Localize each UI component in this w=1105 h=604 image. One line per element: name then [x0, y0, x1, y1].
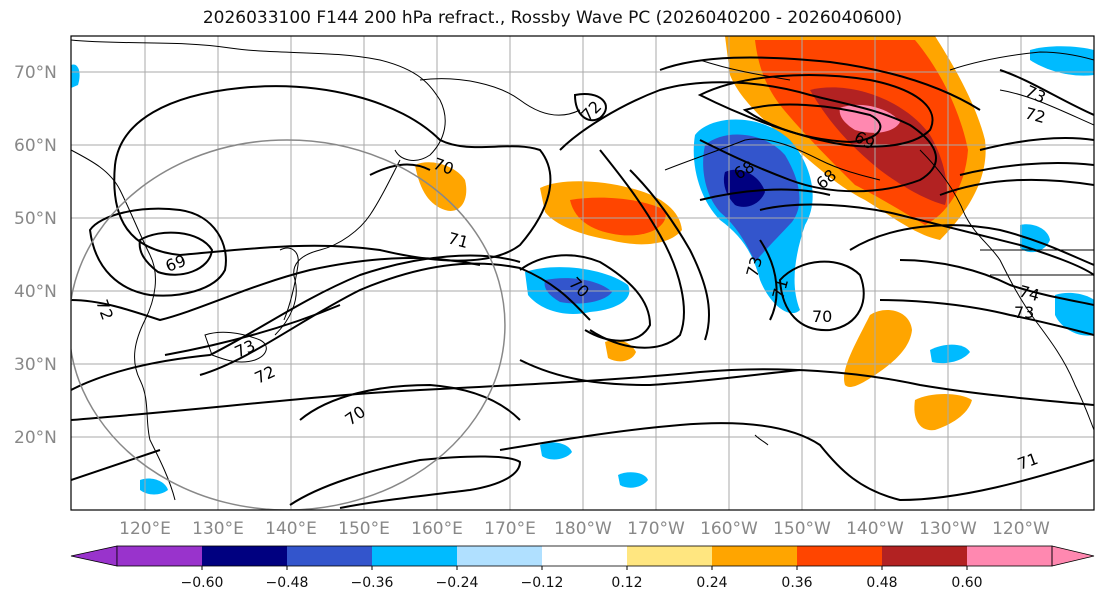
colorbar-bin — [202, 546, 287, 566]
lat-label: 50°N — [14, 209, 57, 229]
lon-label: 130°W — [919, 519, 977, 539]
lat-label: 20°N — [14, 428, 57, 448]
colorbar-bin — [457, 546, 542, 566]
contour-label: 71 — [769, 276, 793, 301]
lon-label: 120°E — [119, 519, 171, 539]
lon-label: 160°W — [700, 519, 758, 539]
colorbar-bin — [627, 546, 712, 566]
colorbar-bin — [542, 546, 627, 566]
longitude-labels: 120°E 130°E 140°E 150°E 160°E 170°E 180°… — [119, 519, 1050, 539]
lon-label: 140°W — [846, 519, 904, 539]
colorbar-tick-label: 0.48 — [866, 575, 897, 591]
contour-label: 70 — [812, 307, 832, 326]
lon-label: 170°W — [627, 519, 685, 539]
map-title: 2026033100 F144 200 hPa refract., Rossby… — [202, 8, 903, 28]
colorbar-bin — [372, 546, 457, 566]
colorbar-extend-high — [1051, 545, 1095, 567]
contour-label: 72 — [1023, 104, 1048, 128]
shading-layer — [71, 36, 1094, 495]
refractivity-contours — [71, 56, 1094, 509]
lon-label: 130°E — [192, 519, 244, 539]
colorbar-bin — [287, 546, 372, 566]
colorbar-tick-label: −0.24 — [436, 575, 479, 591]
colorbar-tick-label: −0.60 — [181, 575, 224, 591]
contour-label: 74 — [1017, 282, 1042, 306]
contour-label: 73 — [743, 254, 767, 279]
latitude-labels: 70°N 60°N 50°N 40°N 30°N 20°N — [14, 63, 57, 448]
map-frame — [70, 35, 1095, 511]
colorbar-tick-label: 0.60 — [951, 575, 982, 591]
lon-label: 150°W — [773, 519, 831, 539]
colorbar-bin — [712, 546, 797, 566]
contour-label: 71 — [446, 229, 471, 253]
lat-label: 40°N — [14, 282, 57, 302]
colorbar-tick-label: 0.12 — [611, 575, 642, 591]
lon-label: 160°E — [411, 519, 463, 539]
lon-label: 170°E — [484, 519, 536, 539]
colorbar-tick-label: 0.24 — [696, 575, 727, 591]
colorbar-tick-label: −0.48 — [266, 575, 309, 591]
lon-label: 150°E — [338, 519, 390, 539]
map-panel: 72 70 71 69 72 73 72 70 73 71 70 69 68 6… — [71, 36, 1094, 510]
colorbar-bin — [797, 546, 882, 566]
lat-label: 70°N — [14, 63, 57, 83]
lat-label: 60°N — [14, 136, 57, 156]
lon-label: 140°E — [265, 519, 317, 539]
lon-label: 120°W — [992, 519, 1050, 539]
colorbar-tick-label: −0.36 — [351, 575, 394, 591]
colorbar-tick-label: −0.12 — [521, 575, 564, 591]
lon-label: 180°W — [554, 519, 612, 539]
colorbar-tick-label: 0.36 — [781, 575, 812, 591]
colorbar-bin — [882, 546, 967, 566]
colorbar: −0.60 −0.48 −0.36 −0.24 −0.12 0.12 0.24 … — [70, 545, 1095, 591]
contour-label: 73 — [1014, 303, 1034, 322]
colorbar-bin — [117, 546, 202, 566]
colorbar-bin — [967, 546, 1052, 566]
lat-label: 30°N — [14, 355, 57, 375]
colorbar-extend-low — [70, 545, 118, 567]
